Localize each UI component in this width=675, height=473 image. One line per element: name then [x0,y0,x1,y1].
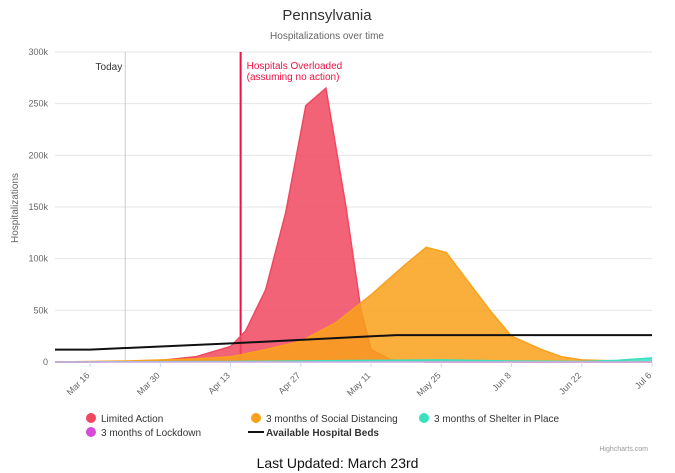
x-tick-label: Jun 22 [557,370,583,396]
last-updated: Last Updated: March 23rd [256,455,419,471]
legend-label: Available Hospital Beds [266,428,379,439]
y-tick-label: 0 [43,357,48,367]
legend-item[interactable]: Limited Action [86,413,163,425]
chart: Pennsylvania Hospitalizations over time … [10,7,654,453]
legend-dot [419,413,429,423]
y-axis-label: Hospitalizations [10,173,21,243]
x-tick-label: Mar 30 [135,370,162,397]
legend-dot [86,413,96,423]
x-tick-label: May 25 [415,370,443,398]
series-line [55,334,652,351]
x-tick-label: Apr 27 [276,370,302,396]
legend-item[interactable]: Available Hospital Beds [248,428,379,439]
legend-item[interactable]: 3 months of Lockdown [86,427,201,439]
y-tick-label: 150k [28,202,48,212]
series-area [55,247,652,362]
x-tick-label: Mar 16 [65,370,92,397]
legend-item[interactable]: 3 months of Shelter in Place [419,413,560,425]
y-tick-label: 100k [28,254,48,264]
chart-title: Pennsylvania [282,7,372,24]
gridlines [55,51,652,311]
legend-label: 3 months of Social Distancing [266,414,398,425]
series-area [55,88,652,362]
series [54,86,653,363]
y-tick-label: 200k [28,150,48,160]
x-tick-label: May 11 [345,370,372,397]
legend-label: 3 months of Shelter in Place [434,414,560,425]
x-tick-label: Jun 8 [490,370,513,393]
x-tick-label: Jul 6 [633,370,654,391]
overload-label: Hospitals Overloaded [247,61,343,72]
x-tick-label: Apr 13 [206,370,232,396]
legend-item[interactable]: 3 months of Social Distancing [251,413,398,425]
legend-label: Limited Action [101,414,163,425]
chart-subtitle: Hospitalizations over time [270,31,384,42]
today-label: Today [96,62,123,73]
y-tick-label: 250k [28,99,48,109]
overload-label: (assuming no action) [247,72,340,83]
y-axis-ticks: 0 50k 100k 150k 200k 250k 300k [28,47,48,367]
x-axis-ticks: Mar 16 Mar 30 Apr 13 Apr 27 May 11 May 25 Jun … [65,362,654,398]
y-tick-label: 50k [33,305,48,315]
plot-lines: Today Hospitals Overloaded(assuming no ac… [96,52,343,362]
y-tick-label: 300k [28,47,48,57]
credits[interactable]: Highcharts.com [599,446,648,453]
legend-dot [86,427,96,437]
series-outline [54,246,653,363]
legend: Limited Action 3 months of Social Distanc… [86,413,560,439]
legend-label: 3 months of Lockdown [101,428,201,439]
legend-dot [251,413,261,423]
